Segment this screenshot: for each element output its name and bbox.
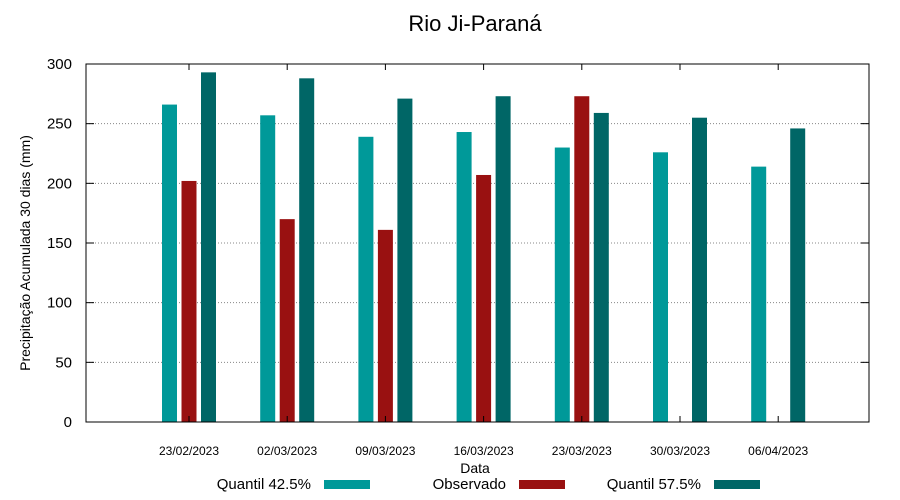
legend-swatch [714, 480, 760, 489]
y-axis-label: Precipitação Acumulada 30 dias (mm) [17, 135, 33, 371]
bar-quantil-42-5--6 [751, 166, 767, 422]
bar-quantil-42-5--0 [162, 104, 177, 422]
legend-swatch [519, 480, 565, 489]
x-tick-label: 23/03/2023 [552, 444, 612, 458]
bar-quantil-57-5--6 [790, 128, 806, 422]
legend-label: Quantil 57.5% [607, 476, 701, 493]
y-tick-label: 250 [47, 116, 72, 133]
y-tick-label: 50 [55, 354, 72, 371]
bar-quantil-57-5--4 [593, 112, 609, 422]
y-tick-label: 300 [47, 56, 72, 73]
bar-quantil-57-5--2 [397, 98, 413, 423]
bar-quantil-42-5--2 [358, 136, 374, 422]
legend-label: Quantil 42.5% [217, 476, 311, 493]
x-tick-label: 16/03/2023 [454, 444, 514, 458]
bar-quantil-42-5--1 [260, 115, 276, 423]
y-tick-label: 150 [47, 235, 72, 252]
x-tick-label: 23/02/2023 [159, 444, 219, 458]
legend-label: Observado [433, 476, 506, 493]
legend: Quantil 42.5% Observado Quantil 57.5% [217, 476, 760, 493]
bar-quantil-57-5--0 [201, 72, 216, 422]
bar-quantil-42-5--5 [653, 152, 668, 422]
bar-observado-0 [181, 180, 197, 422]
y-tick-label: 0 [64, 414, 72, 431]
y-ticks: 0 50 100 150 200 250 300 [47, 56, 869, 431]
x-ticks: 23/02/2023 02/03/2023 09/03/2023 16/03/2023… [159, 64, 809, 458]
bar-observado-3 [476, 174, 492, 422]
bar-observado-4 [574, 96, 590, 422]
chart-title: Rio Ji-Paraná [408, 11, 542, 36]
x-tick-label: 02/03/2023 [257, 444, 317, 458]
bar-quantil-42-5--3 [456, 132, 472, 422]
bars [162, 72, 806, 423]
bar-quantil-57-5--5 [692, 117, 707, 422]
y-tick-label: 100 [47, 295, 72, 312]
bar-quantil-57-5--3 [495, 96, 511, 422]
bar-observado-2 [377, 229, 393, 422]
bar-quantil-42-5--4 [554, 147, 570, 423]
y-tick-label: 200 [47, 175, 72, 192]
legend-swatch [324, 480, 370, 489]
bar-quantil-57-5--1 [299, 78, 315, 422]
x-tick-label: 09/03/2023 [355, 444, 415, 458]
x-tick-label: 06/04/2023 [748, 444, 808, 458]
x-tick-label: 30/03/2023 [650, 444, 710, 458]
x-axis-label: Data [460, 460, 490, 476]
bar-observado-1 [279, 219, 295, 422]
